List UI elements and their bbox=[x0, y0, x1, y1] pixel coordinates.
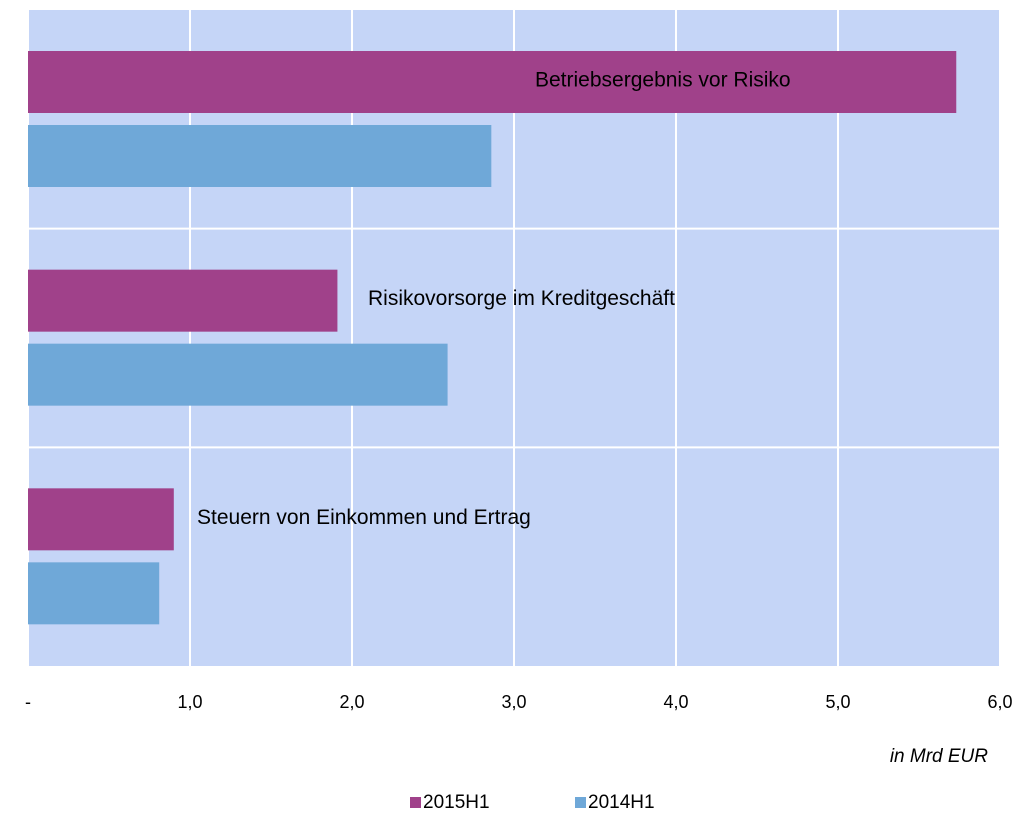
x-tick-label: 3,0 bbox=[501, 692, 526, 712]
bar bbox=[28, 125, 492, 187]
bar bbox=[28, 562, 160, 625]
x-tick-label: 6,0 bbox=[987, 692, 1012, 712]
x-axis-label: in Mrd EUR bbox=[890, 746, 988, 767]
legend-swatch bbox=[410, 797, 421, 808]
bar bbox=[28, 343, 448, 406]
x-tick-label: - bbox=[25, 692, 31, 712]
bar bbox=[28, 488, 174, 551]
legend-label: 2014H1 bbox=[588, 792, 655, 813]
bar bbox=[28, 51, 957, 113]
category-label: Risikovorsorge im Kreditgeschäft bbox=[368, 287, 675, 310]
category-label: Steuern von Einkommen und Ertrag bbox=[197, 506, 531, 529]
x-tick-label: 4,0 bbox=[663, 692, 688, 712]
category-label: Betriebsergebnis vor Risiko bbox=[535, 69, 791, 92]
bar bbox=[28, 269, 338, 332]
legend-swatch bbox=[575, 797, 586, 808]
legend-label: 2015H1 bbox=[423, 792, 490, 813]
x-tick-label: 5,0 bbox=[825, 692, 850, 712]
x-tick-label: 2,0 bbox=[339, 692, 364, 712]
x-tick-label: 1,0 bbox=[177, 692, 202, 712]
